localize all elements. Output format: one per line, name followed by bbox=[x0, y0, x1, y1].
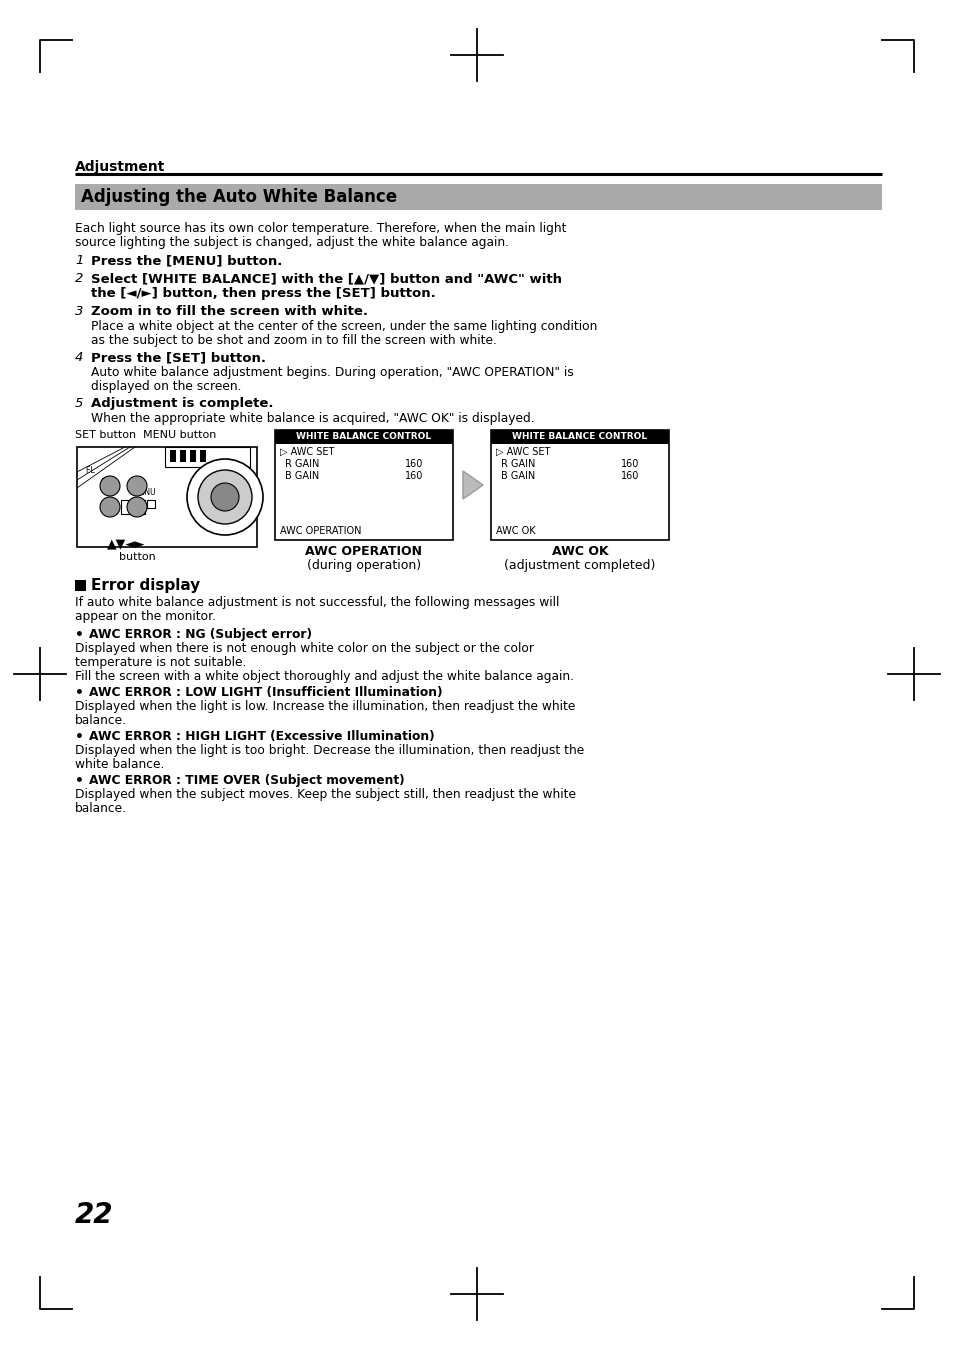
Text: B GAIN: B GAIN bbox=[285, 471, 319, 482]
Text: AWC OPERATION: AWC OPERATION bbox=[280, 526, 361, 536]
Bar bbox=[274, 430, 453, 540]
Text: 3: 3 bbox=[75, 305, 83, 318]
Text: (adjustment completed): (adjustment completed) bbox=[504, 558, 655, 572]
Text: •: • bbox=[75, 629, 84, 642]
Text: ADJ: ADJ bbox=[100, 478, 113, 487]
Text: appear on the monitor.: appear on the monitor. bbox=[75, 610, 215, 623]
Text: balance.: balance. bbox=[75, 803, 127, 815]
Text: R GAIN: R GAIN bbox=[500, 459, 535, 469]
Text: AWC OK: AWC OK bbox=[496, 526, 535, 536]
Text: white balance.: white balance. bbox=[75, 758, 164, 772]
Text: Place a white object at the center of the screen, under the same lighting condit: Place a white object at the center of th… bbox=[91, 320, 597, 333]
Circle shape bbox=[100, 476, 120, 496]
Text: Adjustment is complete.: Adjustment is complete. bbox=[91, 397, 274, 410]
Text: displayed on the screen.: displayed on the screen. bbox=[91, 380, 241, 393]
Text: button: button bbox=[119, 552, 155, 563]
Polygon shape bbox=[462, 471, 482, 499]
Text: Press the [MENU] button.: Press the [MENU] button. bbox=[91, 254, 282, 267]
Text: F.L: F.L bbox=[85, 465, 94, 475]
Text: 22: 22 bbox=[75, 1201, 113, 1229]
Bar bbox=[75, 580, 86, 591]
Bar bbox=[274, 430, 453, 444]
Text: ▷ AWC SET: ▷ AWC SET bbox=[280, 447, 334, 457]
Text: as the subject to be shot and zoom in to fill the screen with white.: as the subject to be shot and zoom in to… bbox=[91, 335, 497, 347]
Text: AWC ERROR : TIME OVER (Subject movement): AWC ERROR : TIME OVER (Subject movement) bbox=[89, 774, 404, 786]
Text: B GAIN: B GAIN bbox=[500, 471, 535, 482]
Bar bbox=[147, 500, 154, 509]
Bar bbox=[165, 447, 250, 467]
Text: Adjusting the Auto White Balance: Adjusting the Auto White Balance bbox=[81, 188, 396, 206]
Text: R GAIN: R GAIN bbox=[285, 459, 319, 469]
Bar bbox=[121, 500, 145, 514]
Text: source lighting the subject is changed, adjust the white balance again.: source lighting the subject is changed, … bbox=[75, 236, 509, 250]
Text: Error display: Error display bbox=[91, 577, 200, 594]
Bar bbox=[180, 451, 186, 461]
Text: 5: 5 bbox=[75, 397, 83, 410]
Text: If auto white balance adjustment is not successful, the following messages will: If auto white balance adjustment is not … bbox=[75, 596, 558, 608]
Bar bbox=[200, 451, 206, 461]
Text: 160: 160 bbox=[620, 459, 639, 469]
Text: 4: 4 bbox=[75, 351, 83, 364]
Text: ▷ AWC SET: ▷ AWC SET bbox=[496, 447, 550, 457]
Text: •: • bbox=[75, 774, 84, 788]
Circle shape bbox=[127, 496, 147, 517]
Text: 1: 1 bbox=[75, 254, 83, 267]
Text: AWC ERROR : HIGH LIGHT (Excessive Illumination): AWC ERROR : HIGH LIGHT (Excessive Illumi… bbox=[89, 730, 435, 743]
Text: the [◄/►] button, then press the [SET] button.: the [◄/►] button, then press the [SET] b… bbox=[91, 287, 436, 299]
Bar bbox=[170, 451, 175, 461]
Circle shape bbox=[100, 496, 120, 517]
Text: MENU: MENU bbox=[132, 488, 155, 496]
Text: 2: 2 bbox=[75, 272, 83, 285]
Bar bbox=[190, 451, 195, 461]
Text: SET button: SET button bbox=[75, 430, 136, 440]
Text: 160: 160 bbox=[405, 459, 423, 469]
Text: Adjustment: Adjustment bbox=[75, 161, 165, 174]
Bar bbox=[491, 430, 668, 540]
Circle shape bbox=[127, 476, 147, 496]
Text: Select [WHITE BALANCE] with the [▲/▼] button and "AWC" with: Select [WHITE BALANCE] with the [▲/▼] bu… bbox=[91, 272, 561, 285]
Text: Press the [SET] button.: Press the [SET] button. bbox=[91, 351, 266, 364]
Text: 160: 160 bbox=[620, 471, 639, 482]
Circle shape bbox=[187, 459, 263, 536]
Text: AWC OK: AWC OK bbox=[551, 545, 608, 558]
Circle shape bbox=[198, 469, 252, 523]
Text: Zoom in to fill the screen with white.: Zoom in to fill the screen with white. bbox=[91, 305, 368, 318]
Text: AWC ERROR : NG (Subject error): AWC ERROR : NG (Subject error) bbox=[89, 629, 312, 641]
Bar bbox=[75, 183, 882, 210]
Text: When the appropriate white balance is acquired, "AWC OK" is displayed.: When the appropriate white balance is ac… bbox=[91, 411, 534, 425]
Text: balance.: balance. bbox=[75, 714, 127, 727]
Text: Fill the screen with a white object thoroughly and adjust the white balance agai: Fill the screen with a white object thor… bbox=[75, 670, 574, 683]
Text: Each light source has its own color temperature. Therefore, when the main light: Each light source has its own color temp… bbox=[75, 223, 566, 235]
Text: MENU button: MENU button bbox=[143, 430, 216, 440]
Text: (during operation): (during operation) bbox=[307, 558, 420, 572]
Text: Displayed when the subject moves. Keep the subject still, then readjust the whit: Displayed when the subject moves. Keep t… bbox=[75, 788, 576, 801]
Text: Displayed when the light is low. Increase the illumination, then readjust the wh: Displayed when the light is low. Increas… bbox=[75, 700, 575, 714]
Text: WHITE BALANCE CONTROL: WHITE BALANCE CONTROL bbox=[296, 432, 431, 441]
Text: Auto white balance adjustment begins. During operation, "AWC OPERATION" is: Auto white balance adjustment begins. Du… bbox=[91, 366, 573, 379]
Bar bbox=[77, 447, 256, 546]
Text: 160: 160 bbox=[405, 471, 423, 482]
Text: ▲▼◄►: ▲▼◄► bbox=[107, 537, 146, 550]
Circle shape bbox=[211, 483, 239, 511]
Text: temperature is not suitable.: temperature is not suitable. bbox=[75, 656, 246, 669]
Text: •: • bbox=[75, 730, 84, 745]
Text: Displayed when there is not enough white color on the subject or the color: Displayed when there is not enough white… bbox=[75, 642, 534, 656]
Text: AWC OPERATION: AWC OPERATION bbox=[305, 545, 422, 558]
Text: AWC ERROR : LOW LIGHT (Insufficient Illumination): AWC ERROR : LOW LIGHT (Insufficient Illu… bbox=[89, 687, 442, 699]
Text: •: • bbox=[75, 687, 84, 700]
Text: Displayed when the light is too bright. Decrease the illumination, then readjust: Displayed when the light is too bright. … bbox=[75, 745, 583, 757]
Bar bbox=[491, 430, 668, 444]
Text: WHITE BALANCE CONTROL: WHITE BALANCE CONTROL bbox=[512, 432, 647, 441]
Text: SET: SET bbox=[130, 509, 144, 517]
